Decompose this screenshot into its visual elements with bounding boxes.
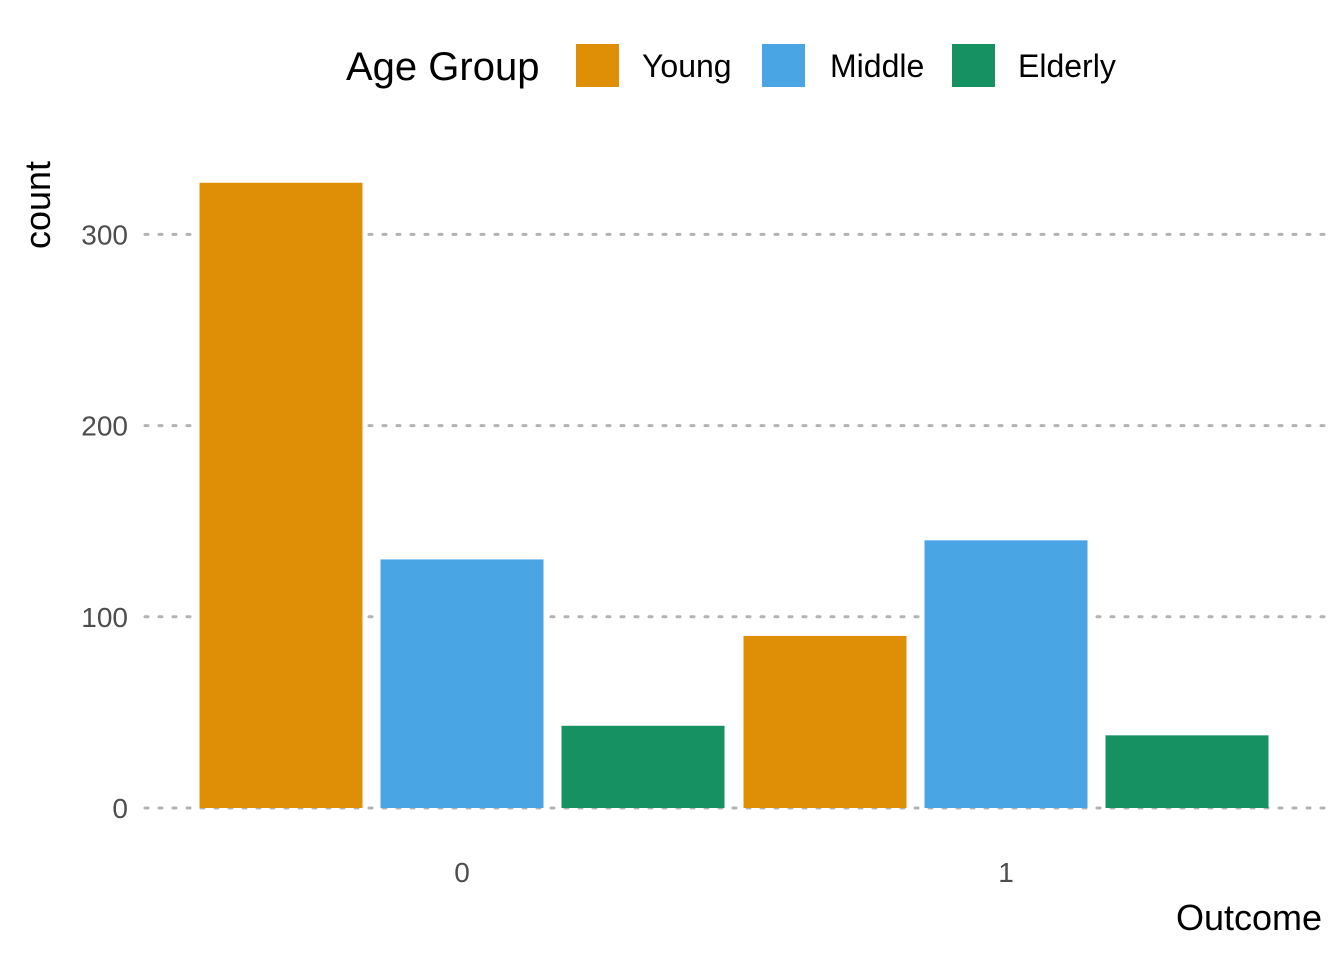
legend-key-young bbox=[576, 44, 619, 87]
y-axis-ticks: 0 100 200 300 bbox=[81, 219, 128, 824]
bar-young-outcome-0 bbox=[199, 182, 363, 808]
bar-young-outcome-1 bbox=[743, 635, 907, 808]
y-tick-label: 300 bbox=[81, 219, 128, 250]
bar-middle-outcome-1 bbox=[924, 540, 1088, 808]
legend: Age Group Young Middle Elderly bbox=[346, 44, 1116, 89]
x-tick-label: 1 bbox=[998, 857, 1014, 888]
legend-label-middle: Middle bbox=[830, 48, 924, 84]
x-axis-title: Outcome bbox=[1176, 897, 1322, 938]
y-tick-label: 0 bbox=[112, 793, 128, 824]
legend-key-middle bbox=[762, 44, 805, 87]
y-tick-label: 200 bbox=[81, 411, 128, 442]
bar-elderly-outcome-0 bbox=[561, 725, 725, 808]
bars bbox=[199, 182, 1269, 808]
legend-title: Age Group bbox=[346, 45, 539, 89]
legend-label-elderly: Elderly bbox=[1018, 48, 1116, 84]
bar-middle-outcome-0 bbox=[380, 559, 544, 808]
legend-label-young: Young bbox=[642, 48, 732, 84]
legend-key-elderly bbox=[952, 44, 995, 87]
y-tick-label: 100 bbox=[81, 602, 128, 633]
bar-elderly-outcome-1 bbox=[1105, 735, 1269, 808]
y-axis-title: count bbox=[17, 161, 58, 249]
x-tick-label: 0 bbox=[454, 857, 470, 888]
